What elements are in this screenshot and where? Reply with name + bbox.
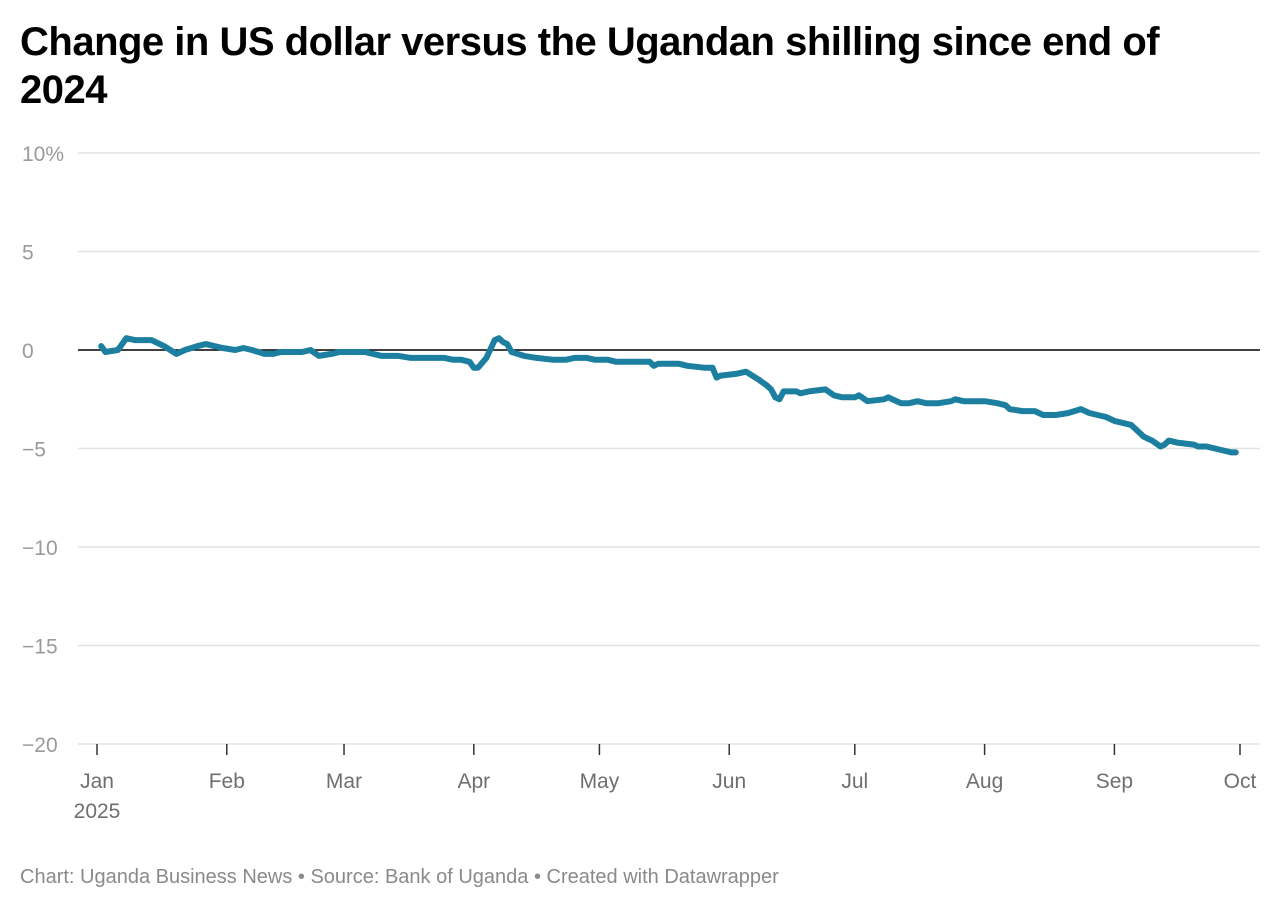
y-axis-ticks: 10% 5 0 −5 −10 −15 −20: [22, 143, 64, 757]
x-tick-label: Aug: [966, 770, 1003, 793]
x-tick-label: Jan: [80, 770, 114, 793]
y-tick-label: 10%: [22, 143, 64, 166]
gridlines: [78, 152, 1260, 745]
chart-title: Change in US dollar versus the Ugandan s…: [20, 20, 1160, 112]
x-tick-label: Oct: [1224, 770, 1257, 793]
y-tick-label: 0: [22, 340, 34, 363]
y-tick-label: −10: [22, 537, 58, 560]
x-tick-label: Feb: [209, 770, 245, 793]
y-tick-label: −15: [22, 636, 58, 659]
x-tick-label: May: [580, 770, 620, 793]
x-tick-label: Sep: [1096, 770, 1133, 793]
series-line-0: [98, 335, 1239, 456]
x-tick-label: Jul: [841, 770, 868, 793]
x-axis-ticks: Jan 2025 Feb Mar Apr May Jun Jul Aug Sep Oct: [74, 744, 1257, 823]
y-tick-label: −5: [22, 439, 46, 462]
x-tick-label: Jun: [712, 770, 746, 793]
chart-footer: Chart: Uganda Business News • Source: Ba…: [20, 866, 779, 888]
x-tick-label: Apr: [457, 770, 490, 793]
series-layer: [98, 335, 1239, 456]
y-tick-label: −20: [22, 734, 58, 757]
x-tick-label: Mar: [326, 770, 362, 793]
y-tick-label: 5: [22, 242, 34, 265]
x-tick-year-label: 2025: [74, 800, 121, 823]
